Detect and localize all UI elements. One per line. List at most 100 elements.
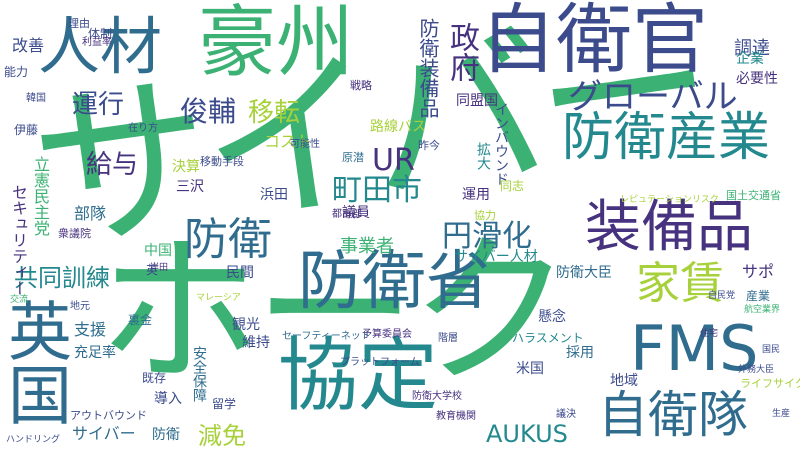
word-boueidaigakkou: 防衛大学校 [412,391,462,402]
word-yosan: 予算委員会 [362,329,412,340]
word-boueisangyou: 防衛産業 [562,108,771,168]
word-doushi: 同志 [500,179,525,193]
word-hosuke: 俊輔 [180,95,237,128]
word-sapo: サポ [742,262,775,281]
word-saibaajinzai: サイバー人材 [454,249,538,265]
word-saibaa2: サイバー [72,424,136,443]
word-noryoku: 能力 [4,65,29,79]
word-enkatsuka: 円滑化 [442,219,532,254]
word-dounyuu: 導入 [154,391,182,407]
word-yachin: 家賃 [636,258,724,309]
word-jigyousha: 事業者 [340,236,394,257]
word-boueisho: 防衛省 [298,245,490,319]
word-sefuti: セーフティーネット [282,331,371,342]
word-rieki: 利益率 [82,37,112,48]
word-unyou: 運用 [462,187,490,203]
word-inbaundo: インバウンド [493,102,509,186]
word-genjun: 原潜 [342,151,364,164]
word-boueidaijin: 防衛大臣 [556,265,612,281]
word-kyuushokujin: 英 [146,263,159,277]
word-jieitai: 自衛隊 [598,386,748,444]
word-harasumento: ハラスメント [512,331,584,345]
word-soubihin: 装備品 [585,195,753,260]
word-hitsuyousei: 必要性 [736,71,778,87]
word-unkou: 運行 [72,90,125,120]
word-chuugoku: 中国 [144,243,172,259]
word-kyotei: 協定 [278,329,438,422]
word-giketsu: 議決 [556,409,576,420]
word-jiminto: 自民党 [708,291,736,301]
word-rosenbasu: 路線バス [370,119,426,135]
word-sekiyuritei: セキュリティー [9,184,28,296]
word-juusokuritsu: 充足率 [74,345,116,361]
word-machidashi: 町田市 [332,173,422,208]
word-ryugaku: 留学 [212,397,237,411]
word-itou: 伊藤 [14,123,39,137]
word-iji: 維持 [242,335,270,351]
word-kyouryoku: 協力 [474,209,496,222]
word-koukuukikai: 航空業界 [744,305,781,315]
word-douseitou: 同盟国 [456,93,498,109]
word-kokudo: 国土交通省 [726,189,781,202]
word-saiyou: 採用 [566,345,594,361]
word-boueisoubihin: 防衛装備品 [416,18,440,118]
word-hyouban: レピュテーションリスク [620,195,719,205]
word-kyouikukikan: 教育機関 [436,411,476,422]
word-kison: 既存 [142,371,167,385]
word-bouei: 防衛 [184,214,272,265]
word-sakkon: 昨今 [418,139,440,152]
word-kanou: 可能性 [290,139,320,150]
word-rikken: 立憲民主党 [31,156,50,236]
word-shiiki: 岸田 [150,263,169,273]
word-autobound: アウトバウンド [70,409,147,422]
word-toshi: 都市部 [332,209,362,220]
word-gaimu: 外務大臣 [738,365,775,375]
word-shugiin: 衆議院 [58,227,91,240]
word-raifu: ライフサイクル [740,377,800,390]
word-kakudai: 拡大 [475,142,491,170]
word-butai: 部隊 [74,204,107,223]
word-guroobaru: グローバル [568,77,738,117]
word-kosuto: コスト [264,132,313,151]
word-seifu: 政府 [444,22,479,82]
word-iwabu: 在り方 [128,123,158,134]
word-plat: プラットフォーム [340,357,420,368]
word-misawa: 三沢 [176,179,204,195]
word-chiho: 地元 [70,301,90,312]
word-goshu: 豪州 [198,0,355,88]
word-giin: 議員 [342,205,370,221]
word-chotatsu: 調達 [734,38,770,59]
word-sangyou: 産業 [746,289,771,303]
word-iten: 移転 [248,98,301,128]
word-kenen: 懸念 [538,309,566,325]
word-kaizen: 改善 [12,36,45,55]
word-beikoku: 米国 [516,361,544,377]
word-kankou: 観光 [232,317,260,333]
word-anzenhoshou: 安全保障 [191,346,207,402]
word-minkan: 民間 [226,265,254,281]
word-ido: 移動手段 [200,155,244,168]
word-aukus: AUKUS [486,420,568,448]
word-hawk: ホーク [98,219,572,407]
word-ura: 裏金 [128,313,153,327]
word-shien: 支援 [74,320,107,339]
word-kuni: 国民 [762,345,781,355]
word-eikoku: 英国 [0,298,71,426]
word-mareeshia: マレーシア [196,293,241,303]
word-jinzai: 人材 [38,10,163,83]
word-riyuu: 理由 [68,17,90,30]
word-ur: UR [372,143,415,178]
word-genmen: 減免 [198,422,246,450]
word-hamada: 浜田 [260,187,288,203]
word-kessan: 決算 [172,159,200,175]
word-jieikan: 自衛官 [480,0,708,84]
word-juutaku: 住宅 [700,329,719,339]
word-kigyou: 企業 [736,51,764,67]
word-kyoudoukunren: 共同訓練 [14,264,110,292]
word-handring: ハンドリング [6,435,61,445]
word-kaisou: 階層 [438,333,458,344]
word-taisei: 体制 [88,27,113,41]
word-chiiki: 地域 [610,373,638,389]
word-kanko: 韓国 [26,93,46,104]
